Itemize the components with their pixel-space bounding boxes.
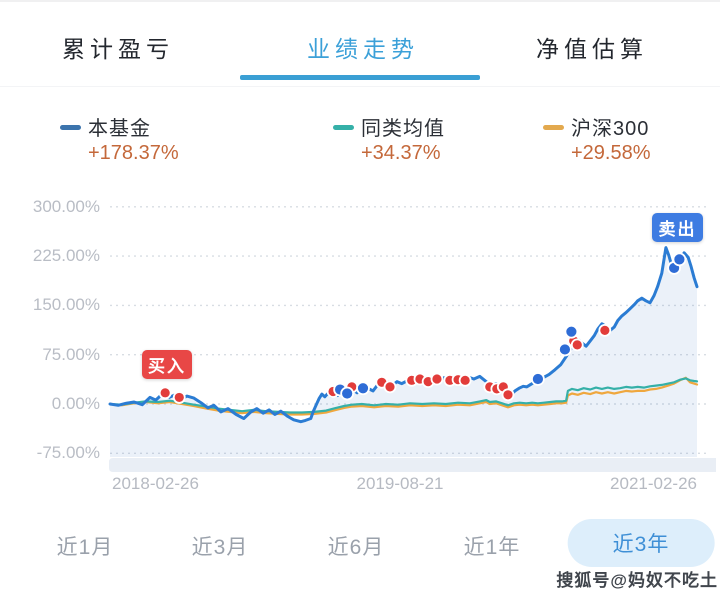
tab-bar: 累计盈亏 业绩走势 净值估算 bbox=[0, 2, 720, 87]
tab-3[interactable]: 净值估算 bbox=[536, 36, 648, 62]
sell-point-dot bbox=[558, 342, 572, 357]
sell-point-dot bbox=[356, 381, 370, 396]
range-button-3[interactable]: 近6月 bbox=[327, 536, 385, 559]
range-button-4[interactable]: 近1年 bbox=[463, 536, 521, 559]
buy-point-dot bbox=[598, 323, 612, 337]
legend-dash-icon bbox=[60, 125, 81, 130]
axis-band bbox=[109, 458, 716, 472]
buy-point-dot bbox=[570, 338, 584, 352]
legend-series-change: +34.37% bbox=[361, 142, 441, 164]
buy-point-dot bbox=[430, 372, 444, 386]
legend-dash-icon bbox=[333, 125, 354, 130]
buy-badge: 买入 bbox=[142, 350, 192, 379]
range-button-5[interactable]: 近3年 bbox=[567, 519, 715, 567]
sell-point-dot bbox=[672, 252, 687, 267]
sell-point-dot bbox=[340, 386, 355, 401]
buy-point-dot bbox=[501, 388, 515, 402]
watermark: 搜狐号@妈奴不吃土 bbox=[556, 571, 718, 590]
sell-point-dot bbox=[564, 324, 579, 339]
legend-series-name: 同类均值 bbox=[361, 118, 445, 140]
legend-dash-icon bbox=[543, 125, 564, 130]
tab-1[interactable]: 累计盈亏 bbox=[62, 36, 174, 62]
buy-point-dot bbox=[458, 373, 472, 387]
legend-series-name: 沪深300 bbox=[571, 118, 650, 140]
y-axis-label: 0.00% bbox=[51, 394, 100, 413]
range-button-1[interactable]: 近1月 bbox=[56, 536, 114, 559]
x-axis-date-label: 2018-02-26 bbox=[112, 474, 199, 493]
y-axis-label: 75.00% bbox=[42, 344, 100, 364]
y-axis-label: 225.00% bbox=[32, 246, 100, 266]
buy-point-dot bbox=[172, 391, 186, 404]
y-axis-label: 300.00% bbox=[32, 196, 100, 216]
buy-point-dot bbox=[158, 386, 172, 400]
sell-point-dot bbox=[531, 372, 545, 386]
range-button-2[interactable]: 近3月 bbox=[191, 536, 249, 559]
tab-2[interactable]: 业绩走势 bbox=[307, 36, 419, 62]
fund-area-fill bbox=[110, 247, 697, 457]
legend-series-change: +29.58% bbox=[571, 142, 651, 164]
x-axis-date-label: 2019-08-21 bbox=[356, 474, 444, 493]
x-axis-date-label: 2021-02-26 bbox=[610, 474, 697, 493]
active-tab-underline bbox=[240, 75, 480, 80]
y-axis-label: 150.00% bbox=[32, 295, 100, 315]
legend-series-name: 本基金 bbox=[88, 118, 151, 140]
sell-badge: 卖出 bbox=[652, 213, 703, 242]
legend-series-change: +178.37% bbox=[88, 142, 179, 164]
buy-point-dot bbox=[383, 380, 397, 394]
y-axis-label: -75.00% bbox=[36, 443, 100, 463]
